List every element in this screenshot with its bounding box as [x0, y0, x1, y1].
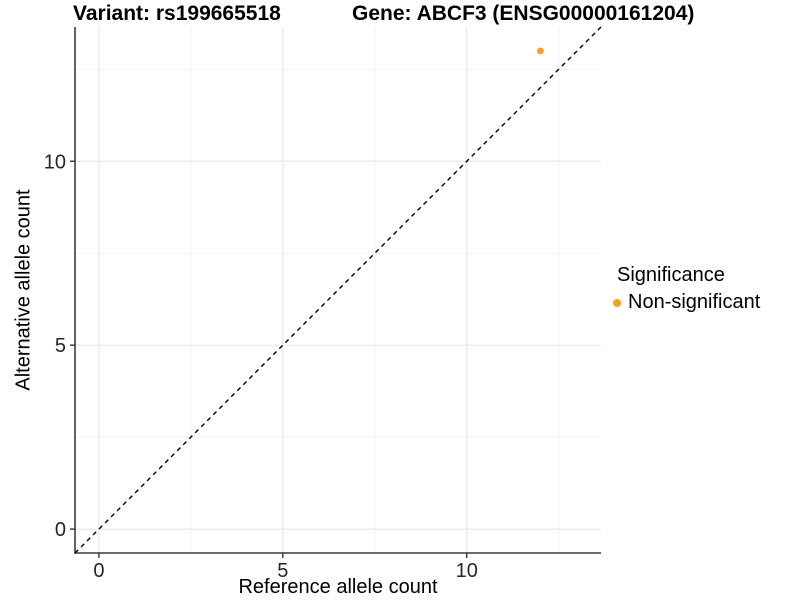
x-axis-title: Reference allele count: [238, 576, 438, 598]
y-tick-label: 5: [55, 335, 66, 357]
x-tick-label: 0: [93, 560, 104, 582]
legend-item-label: Non-significant: [628, 291, 761, 313]
identity-line: [74, 26, 602, 554]
x-tick-label: 5: [277, 560, 288, 582]
plot-title-variant: Variant: rs199665518: [73, 2, 281, 25]
plot-title-gene: Gene: ABCF3 (ENSG00000161204): [352, 2, 695, 25]
y-axis-title: Alternative allele count: [12, 189, 35, 391]
legend-key-dot: [613, 298, 621, 307]
x-tick-label: 10: [456, 560, 478, 582]
y-tick-label: 0: [55, 519, 66, 541]
y-tick-label: 10: [44, 151, 66, 173]
legend-item: Non-significant: [613, 291, 760, 314]
data-point: [536, 47, 544, 55]
legend-title: Significance: [617, 264, 725, 286]
legend: Significance Non-significant: [613, 264, 760, 314]
